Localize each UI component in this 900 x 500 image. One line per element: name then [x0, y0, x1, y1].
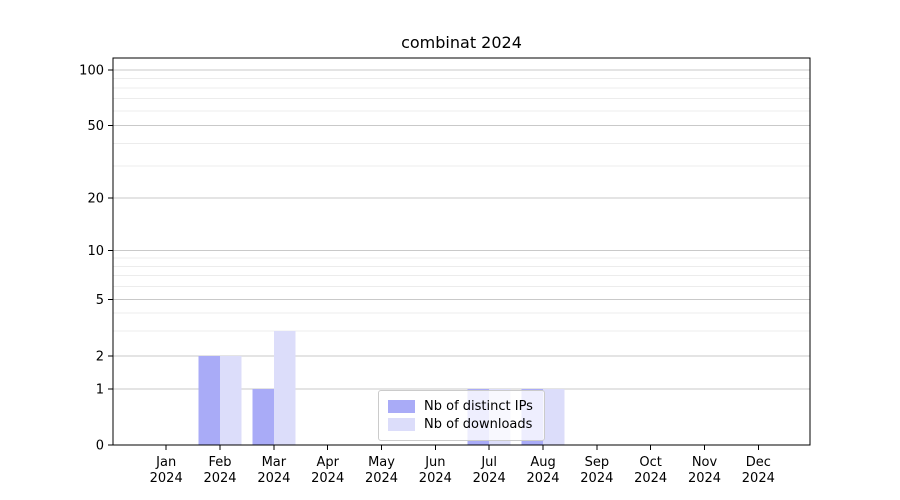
x-tick-label-month: Oct [639, 455, 661, 470]
x-tick-label-year: 2024 [311, 471, 344, 486]
chart-title: combinat 2024 [401, 33, 522, 52]
x-tick-label-month: Dec [746, 455, 771, 470]
legend-swatch [388, 417, 415, 431]
bar-downloads [273, 330, 296, 445]
plot-border [112, 57, 811, 446]
legend-item: Nb of distinct IPs [388, 397, 535, 415]
x-tick-label-year: 2024 [150, 471, 183, 486]
x-tick-label-year: 2024 [473, 471, 506, 486]
x-tick-label-month: Jan [155, 455, 176, 470]
bar-downloads [220, 356, 242, 445]
bar-distinct-ips [198, 356, 221, 445]
x-tick-label-year: 2024 [526, 471, 559, 486]
x-tick-label-month: Jun [424, 455, 445, 470]
y-tick-label: 10 [87, 244, 104, 259]
x-tick-label-year: 2024 [257, 471, 290, 486]
x-tick-label-month: Feb [209, 455, 232, 470]
x-tick-label-month: Nov [692, 455, 718, 470]
legend-label: Nb of distinct IPs [424, 398, 533, 414]
x-tick-label-year: 2024 [203, 471, 236, 486]
y-tick-label: 0 [96, 439, 104, 454]
x-tick-label-year: 2024 [688, 471, 721, 486]
x-tick-label-month: May [368, 455, 395, 470]
x-tick-label-month: Apr [316, 455, 339, 470]
x-tick-label-month: Aug [530, 455, 555, 470]
legend-swatch [388, 399, 415, 413]
x-tick-label-year: 2024 [365, 471, 398, 486]
y-tick-label: 100 [79, 64, 104, 79]
y-tick-label: 1 [96, 383, 104, 398]
x-tick-label-month: Jul [480, 455, 497, 470]
x-tick-label-month: Sep [585, 455, 610, 470]
y-tick-label: 20 [87, 192, 104, 207]
x-tick-label-year: 2024 [580, 471, 613, 486]
bar-downloads [543, 389, 565, 445]
y-tick-label: 2 [96, 350, 104, 365]
x-tick-label-year: 2024 [634, 471, 667, 486]
bar-distinct-ips [252, 389, 274, 445]
y-tick-label: 50 [87, 119, 104, 134]
legend-label: Nb of downloads [424, 416, 533, 432]
legend: Nb of distinct IPs Nb of downloads [378, 390, 545, 441]
y-tick-label: 5 [96, 293, 104, 308]
x-tick-label-month: Mar [262, 455, 287, 470]
legend-item: Nb of downloads [388, 415, 535, 433]
x-tick-label-year: 2024 [742, 471, 775, 486]
x-tick-label-year: 2024 [419, 471, 452, 486]
